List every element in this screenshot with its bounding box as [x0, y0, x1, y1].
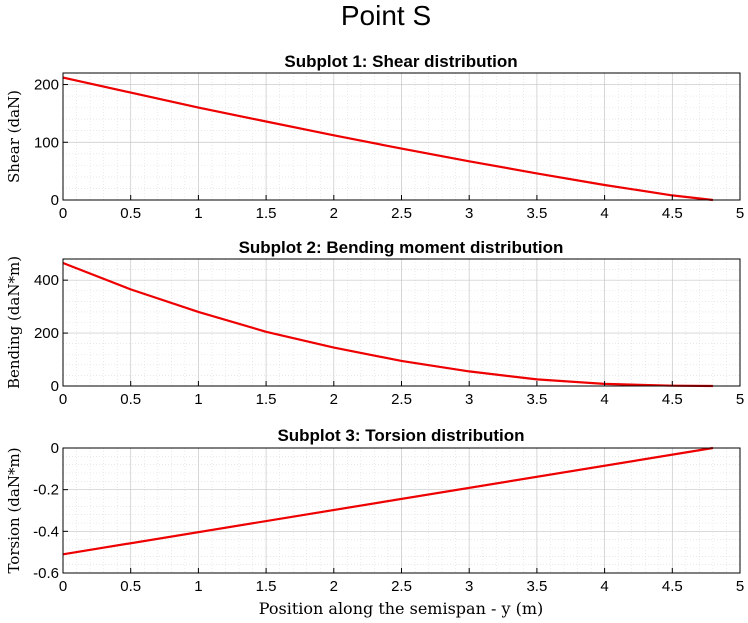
series — [62, 446, 714, 556]
y-tick-label: 0 — [51, 192, 59, 209]
x-tick-label: 2.5 — [391, 578, 412, 595]
series-line — [62, 261, 713, 388]
y-axis-label: Torsion (daN*m) — [5, 447, 23, 573]
x-tick-label: 0 — [59, 391, 67, 408]
grid — [62, 258, 741, 387]
x-tick-label: 4.5 — [662, 205, 683, 222]
x-tick-label: 3.5 — [526, 391, 547, 408]
series-line — [62, 76, 714, 202]
x-tick-label: 1 — [194, 205, 202, 222]
x-tick-label: 3 — [465, 391, 473, 408]
y-tick-label: -0.6 — [33, 565, 59, 582]
x-tick-label: 0.5 — [120, 578, 141, 595]
x-tick-label: 3 — [465, 205, 473, 222]
subplot-title: Subplot 2: Bending moment distribution — [239, 238, 564, 257]
x-tick-label: 4 — [600, 578, 608, 595]
x-tick-label: 0.5 — [120, 391, 141, 408]
y-tick-label: -0.2 — [33, 482, 59, 499]
y-axis-ticks: 0 200 400 — [34, 272, 68, 395]
x-tick-label: 0.5 — [120, 205, 141, 222]
x-axis-label: Position along the semispan - y (m) — [259, 599, 543, 618]
x-tick-label: 4.5 — [662, 578, 683, 595]
y-axis-ticks: 0 100 200 — [34, 77, 68, 209]
y-axis-label: Bending (daN*m) — [5, 256, 23, 389]
x-tick-label: 2 — [330, 578, 338, 595]
x-tick-label: 3 — [465, 578, 473, 595]
y-tick-label: 0 — [51, 440, 59, 457]
series-line — [62, 446, 714, 556]
x-tick-label: 1.5 — [256, 205, 277, 222]
x-tick-label: 1.5 — [256, 578, 277, 595]
x-tick-label: 1 — [194, 578, 202, 595]
x-tick-label: 4 — [600, 391, 608, 408]
figure-title: Point S — [341, 0, 431, 31]
x-tick-label: 3.5 — [526, 578, 547, 595]
x-tick-label: 0 — [59, 578, 67, 595]
x-tick-label: 2 — [330, 391, 338, 408]
y-tick-label: 400 — [34, 272, 59, 289]
x-axis-ticks: 0 0.5 1 1.5 2 2.5 3 3.5 4 4.5 5 — [59, 195, 744, 222]
x-tick-label: 5 — [736, 205, 744, 222]
x-tick-label: 1.5 — [256, 391, 277, 408]
x-tick-label: 4 — [600, 205, 608, 222]
series — [62, 76, 714, 202]
y-tick-label: -0.4 — [33, 523, 59, 540]
grid — [62, 447, 741, 574]
grid — [62, 72, 741, 201]
x-tick-label: 1 — [194, 391, 202, 408]
subplot-title: Subplot 3: Torsion distribution — [277, 426, 524, 445]
x-axis-ticks: 0 0.5 1 1.5 2 2.5 3 3.5 4 4.5 5 — [59, 568, 744, 595]
y-axis-ticks: -0.6 -0.4 -0.2 0 — [33, 440, 68, 582]
series — [62, 261, 713, 388]
y-tick-label: 0 — [51, 378, 59, 395]
x-tick-label: 2.5 — [391, 391, 412, 408]
x-tick-label: 5 — [736, 578, 744, 595]
subplot-bending: Subplot 2: Bending moment distribution 0… — [5, 238, 744, 408]
y-tick-label: 200 — [34, 77, 59, 94]
x-tick-label: 2.5 — [391, 205, 412, 222]
x-tick-label: 0 — [59, 205, 67, 222]
y-axis-label: Shear (daN) — [5, 90, 23, 183]
x-tick-label: 2 — [330, 205, 338, 222]
subplot-title: Subplot 1: Shear distribution — [284, 52, 517, 71]
y-tick-label: 100 — [34, 134, 59, 151]
x-tick-label: 5 — [736, 391, 744, 408]
x-tick-label: 3.5 — [526, 205, 547, 222]
y-tick-label: 200 — [34, 325, 59, 342]
x-tick-label: 4.5 — [662, 391, 683, 408]
subplot-torsion: Subplot 3: Torsion distribution -0.6 -0.4… — [5, 426, 744, 595]
x-axis-ticks: 0 0.5 1 1.5 2 2.5 3 3.5 4 4.5 5 — [59, 381, 744, 408]
